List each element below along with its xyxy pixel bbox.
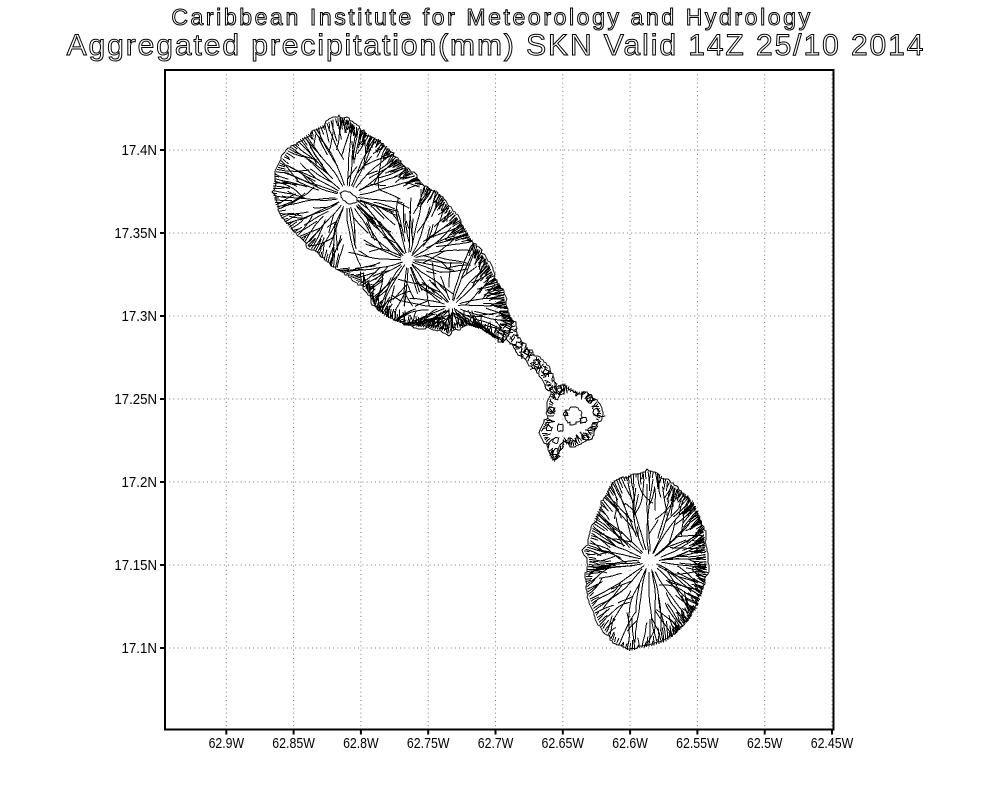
svg-text:17.15N: 17.15N bbox=[114, 557, 157, 574]
svg-text:62.9W: 62.9W bbox=[209, 735, 245, 752]
svg-text:62.45W: 62.45W bbox=[811, 735, 854, 752]
svg-text:17.2N: 17.2N bbox=[122, 474, 158, 491]
svg-text:17.3N: 17.3N bbox=[122, 308, 158, 325]
svg-text:62.75W: 62.75W bbox=[407, 735, 450, 752]
svg-text:62.8W: 62.8W bbox=[343, 735, 379, 752]
svg-text:62.65W: 62.65W bbox=[542, 735, 585, 752]
svg-text:62.5W: 62.5W bbox=[747, 735, 783, 752]
svg-text:17.35N: 17.35N bbox=[114, 225, 157, 242]
svg-text:17.1N: 17.1N bbox=[122, 640, 158, 657]
svg-text:17.25N: 17.25N bbox=[114, 391, 157, 408]
svg-text:17.4N: 17.4N bbox=[122, 142, 158, 159]
svg-text:62.55W: 62.55W bbox=[676, 735, 719, 752]
svg-text:62.85W: 62.85W bbox=[272, 735, 315, 752]
svg-text:62.7W: 62.7W bbox=[478, 735, 514, 752]
svg-text:62.6W: 62.6W bbox=[612, 735, 648, 752]
